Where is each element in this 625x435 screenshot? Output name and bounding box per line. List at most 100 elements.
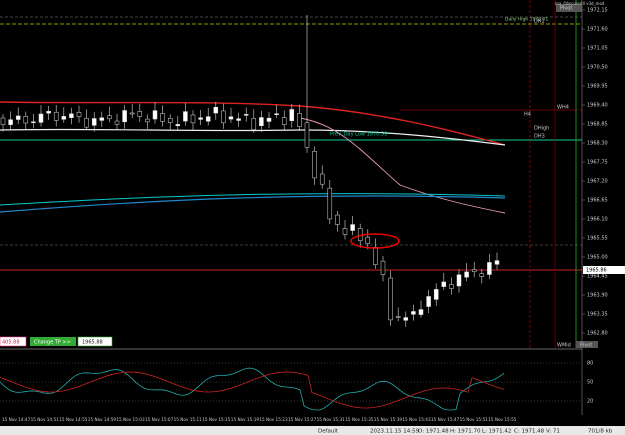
candle-body xyxy=(411,311,416,315)
candle-body xyxy=(221,110,226,124)
candle-body xyxy=(418,309,424,315)
price-tick-label: 1967.75 xyxy=(587,160,608,166)
pivot-button[interactable] xyxy=(556,4,582,12)
candle-body xyxy=(84,117,89,128)
candle-body xyxy=(183,111,188,122)
candle-body xyxy=(380,260,386,275)
pivot-button[interactable] xyxy=(576,341,598,348)
time-axis: 15 Nov 14:47 15 Nov 14:51 15 Nov 14:55 15 N… xyxy=(2,417,517,422)
candle-body xyxy=(129,112,135,115)
pivot-button-label: Pivot xyxy=(580,343,592,349)
price-tick-label: 1969.95 xyxy=(587,84,608,90)
price-tick-label: 1963.90 xyxy=(587,293,608,299)
moving-average xyxy=(299,117,506,214)
level-label: DH3 xyxy=(534,134,545,140)
time-tick-label: 15 Nov 15:39 xyxy=(374,417,403,422)
candle-body xyxy=(281,117,287,125)
level-label: DHigh xyxy=(534,126,549,132)
status-items: Default 2023.11.15 14:59O: 1971.48 H: 1971… xyxy=(318,429,613,435)
status-item: O: 1971.48 xyxy=(418,429,449,435)
candle-body xyxy=(91,118,97,126)
level-label: Prev. Day Low 1970.59 xyxy=(330,132,387,138)
price-tick-label: 1965.55 xyxy=(587,236,608,242)
candle-body xyxy=(471,269,477,272)
change-tp-button[interactable] xyxy=(30,337,76,346)
candle-body xyxy=(0,117,6,125)
candles xyxy=(0,15,500,328)
price-tick-label: 1967.20 xyxy=(587,179,608,185)
time-tick-label: 15 Nov 14:47 xyxy=(2,417,31,422)
candle-body xyxy=(213,106,219,114)
candle-body xyxy=(426,296,431,307)
candle-body xyxy=(8,119,13,125)
candle-body xyxy=(190,114,196,124)
time-tick-label: 15 Nov 15:15 xyxy=(202,417,231,422)
candle-body xyxy=(236,118,241,121)
status-item: Default xyxy=(318,429,339,435)
pivot-button-label: Pivot xyxy=(560,6,572,12)
candle-body xyxy=(464,271,469,278)
time-tick-label: 15 Nov 15:11 xyxy=(174,417,203,422)
candle-body xyxy=(327,187,333,220)
value-box xyxy=(0,336,27,347)
candle-body xyxy=(388,277,393,321)
candle-body xyxy=(494,260,500,265)
candle-body xyxy=(152,110,158,120)
candle-body xyxy=(456,274,462,287)
price-tick-label: 1971.05 xyxy=(587,46,608,52)
candle-body xyxy=(403,317,409,321)
candle-body xyxy=(23,116,29,124)
candle-body xyxy=(342,228,348,235)
time-tick-label: 15 Nov 15:51 xyxy=(460,417,489,422)
price-tick-label: 1968.85 xyxy=(587,122,608,128)
price-tick-label: 1969.40 xyxy=(587,103,608,109)
candle-body xyxy=(122,110,127,123)
candle-body xyxy=(350,224,355,231)
annotation-circle xyxy=(350,233,400,249)
candle-body xyxy=(15,115,21,120)
status-item: C: 1971.48 xyxy=(514,429,545,435)
candle-body xyxy=(46,111,51,114)
candle-body xyxy=(433,289,439,300)
candle-body xyxy=(395,316,401,318)
candle-body xyxy=(31,121,36,124)
price-tick-label: 1963.35 xyxy=(587,312,608,318)
oscillator-pane: 80 50 20 xyxy=(0,361,593,411)
candle-body xyxy=(76,112,82,117)
candle-body xyxy=(198,117,203,120)
value-box-label: 405.88 xyxy=(2,340,20,346)
level-label: DR1 xyxy=(534,19,545,25)
candle-body xyxy=(243,114,249,116)
candle-body xyxy=(479,273,485,277)
candle-body xyxy=(228,116,234,120)
candle-body xyxy=(487,262,492,275)
status-item: 701/8 kb xyxy=(588,429,613,435)
time-tick-label: 15 Nov 15:47 xyxy=(431,417,460,422)
price-axis: 1972.15 1971.60 1971.05 1970.50 1969.95 1969.… xyxy=(582,8,608,337)
candle-body xyxy=(441,281,447,287)
status-item: L: 1971.42 xyxy=(482,429,511,435)
candle-body xyxy=(61,116,67,120)
time-tick-label: 15 Nov 14:55 xyxy=(59,417,88,422)
tp-value-box xyxy=(77,336,113,347)
oscillator-axis-label: 50 xyxy=(587,380,593,386)
candle-body xyxy=(319,173,325,185)
time-tick-label: 15 Nov 15:27 xyxy=(288,417,317,422)
candle-body xyxy=(312,150,317,179)
status-item: V: 71 xyxy=(546,429,560,435)
time-tick-label: 15 Nov 15:43 xyxy=(402,417,431,422)
oscillator-signal xyxy=(0,371,505,409)
candle-body xyxy=(259,117,264,126)
time-tick-label: 15 Nov 15:03 xyxy=(116,417,145,422)
candle-body xyxy=(289,109,295,121)
candle-body xyxy=(114,120,120,125)
time-tick-label: 15 Nov 14:59 xyxy=(88,417,117,422)
time-tick-label: 15 Nov 15:35 xyxy=(345,417,374,422)
candle-body xyxy=(99,117,105,121)
price-tick-label: 1966.10 xyxy=(587,217,608,223)
indicator-title: ma_ObscureAll v3d_mod xyxy=(555,1,605,6)
price-chart: Prev. Day Low 1970.59 Daily High 1972.01… xyxy=(0,0,605,349)
candle-body xyxy=(304,122,310,148)
tp-value-label: 1965.88 xyxy=(82,340,103,346)
